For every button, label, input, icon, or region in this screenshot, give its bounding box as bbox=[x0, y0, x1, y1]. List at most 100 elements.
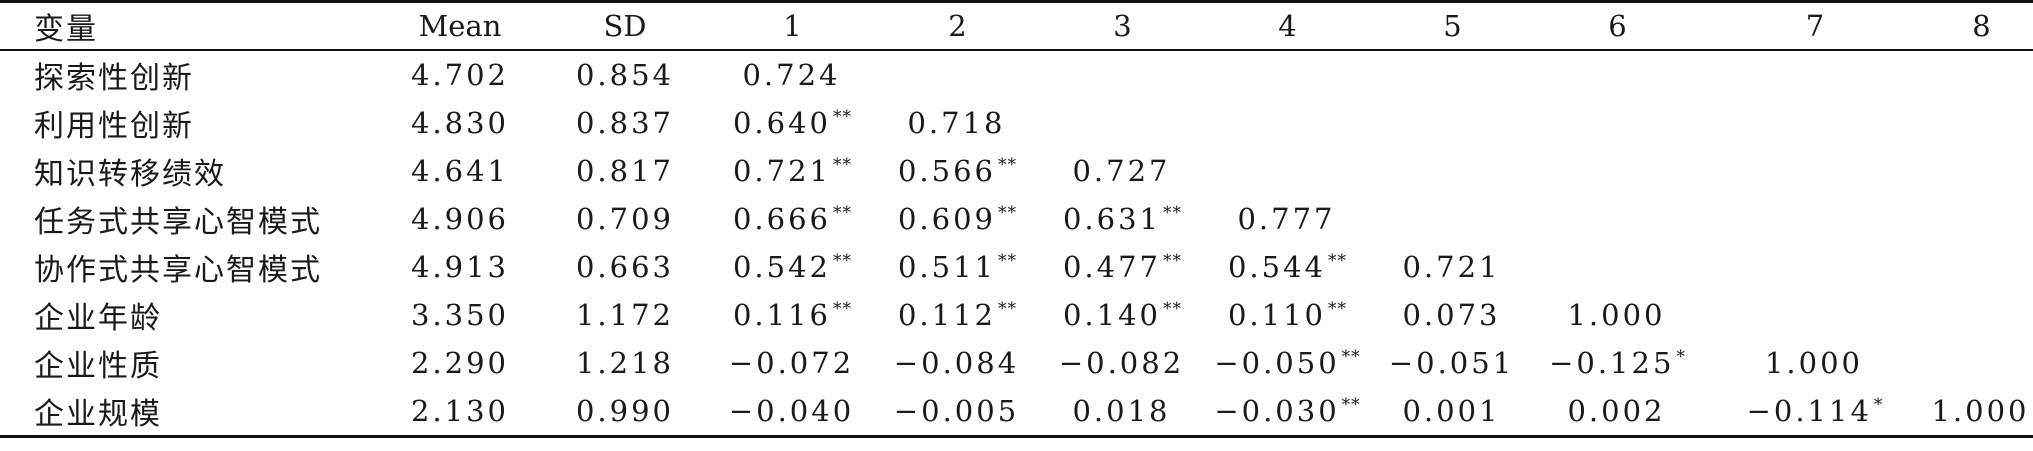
header-col-6: 6 bbox=[1608, 9, 1627, 43]
correlation-value-wrapper: −0.051 bbox=[1389, 346, 1516, 380]
correlation-value: 0.544 bbox=[1227, 250, 1327, 284]
correlation-value-wrapper bbox=[1452, 106, 1454, 140]
header-col-1: 1 bbox=[783, 9, 802, 43]
correlation-value-wrapper bbox=[1287, 106, 1289, 140]
significance-marker: ** bbox=[998, 251, 1018, 271]
correlation-value: 1.000 bbox=[1764, 346, 1864, 380]
correlation-value: 0.073 bbox=[1402, 298, 1501, 332]
table-row: 企业年龄 3.350 1.172 0.116 ** 0.112 ** 0.140 ** 0.110… bbox=[0, 291, 2033, 339]
table-row: 企业性质 2.290 1.218 −0.072 −0.084 −0.082 −0.050 **… bbox=[0, 339, 2033, 387]
correlation-cell bbox=[1205, 99, 1370, 147]
correlation-cell bbox=[1370, 147, 1535, 195]
correlation-cell: 0.110 ** bbox=[1205, 291, 1370, 339]
correlation-value: 0.727 bbox=[1072, 154, 1171, 188]
correlation-cell: −0.072 bbox=[710, 339, 875, 387]
correlation-value: 0.566 bbox=[897, 154, 997, 188]
variable-name-cell: 利用性创新 bbox=[34, 109, 194, 144]
correlation-cell bbox=[1700, 50, 1930, 99]
header-col-8: 8 bbox=[1972, 9, 1991, 43]
mean-cell: 2.130 bbox=[410, 394, 510, 428]
correlation-value: −0.030 bbox=[1214, 394, 1340, 428]
table-row: 探索性创新 4.702 0.854 0.724 bbox=[0, 50, 2033, 99]
header-mean: Mean bbox=[418, 9, 502, 43]
mean-cell: 3.350 bbox=[410, 298, 510, 332]
significance-marker: ** bbox=[998, 155, 1018, 175]
correlation-cell bbox=[1040, 50, 1205, 99]
significance-marker: * bbox=[1873, 395, 1884, 415]
correlation-value: 0.002 bbox=[1567, 394, 1666, 428]
correlation-value-wrapper: 0.727 bbox=[1072, 154, 1172, 188]
correlation-value: 0.724 bbox=[742, 58, 841, 92]
correlation-cell bbox=[1700, 99, 1930, 147]
correlation-cell bbox=[1930, 147, 2033, 195]
correlation-value: −0.050 bbox=[1214, 346, 1340, 380]
correlation-cell: 0.140 ** bbox=[1040, 291, 1205, 339]
sd-cell: 1.218 bbox=[575, 346, 675, 380]
correlation-value-wrapper: 0.116 ** bbox=[733, 298, 852, 332]
correlation-value-wrapper: −0.072 bbox=[729, 346, 856, 380]
header-col-7: 7 bbox=[1805, 9, 1825, 43]
correlation-cell: 0.718 bbox=[875, 99, 1040, 147]
correlation-cell: 0.721 bbox=[1370, 243, 1535, 291]
correlation-cell bbox=[1700, 291, 1930, 339]
correlation-value: 0.001 bbox=[1402, 394, 1501, 428]
table-row: 任务式共享心智模式 4.906 0.709 0.666 ** 0.609 ** 0.631 **… bbox=[0, 195, 2033, 243]
correlation-cell bbox=[1700, 147, 1930, 195]
correlation-value: 0.721 bbox=[732, 154, 832, 188]
correlation-value-wrapper bbox=[1814, 298, 1816, 332]
significance-marker: ** bbox=[833, 251, 853, 271]
correlation-table: 变量 Mean SD 1 2 3 4 5 6 7 8 探索性创新 4.702 0.854 0.724 利用性… bbox=[0, 1, 2033, 437]
correlation-cell: 0.112 ** bbox=[875, 291, 1040, 339]
correlation-cell bbox=[1370, 195, 1535, 243]
table-row: 利用性创新 4.830 0.837 0.640 ** 0.718 bbox=[0, 99, 2033, 147]
correlation-value-wrapper: 0.718 bbox=[907, 106, 1007, 140]
correlation-value-wrapper bbox=[1981, 106, 1983, 140]
significance-marker: ** bbox=[1163, 299, 1183, 319]
correlation-value-wrapper: 0.073 bbox=[1402, 298, 1502, 332]
significance-marker: ** bbox=[833, 107, 853, 127]
correlation-cell: 0.777 bbox=[1205, 195, 1370, 243]
correlation-value-wrapper bbox=[1617, 202, 1619, 236]
significance-marker: ** bbox=[1341, 395, 1361, 415]
correlation-value-wrapper: 1.000 bbox=[1765, 346, 1865, 380]
mean-cell: 2.290 bbox=[410, 346, 510, 380]
correlation-cell bbox=[1205, 147, 1370, 195]
header-col-4: 4 bbox=[1278, 9, 1297, 43]
correlation-cell bbox=[1535, 99, 1700, 147]
correlation-value-wrapper: 0.511 ** bbox=[898, 250, 1017, 284]
correlation-cell: 0.544 ** bbox=[1205, 243, 1370, 291]
correlation-value: 1.000 bbox=[1931, 394, 2030, 428]
correlation-value-wrapper: 0.542 ** bbox=[733, 250, 852, 284]
sd-cell: 0.854 bbox=[575, 58, 675, 92]
correlation-value: −0.114 bbox=[1746, 394, 1872, 428]
correlation-value: 0.721 bbox=[1402, 250, 1501, 284]
correlation-value-wrapper: −0.125 * bbox=[1549, 346, 1686, 380]
table-row: 企业规模 2.130 0.990 −0.040 −0.005 0.018 −0.030 ** 0… bbox=[0, 387, 2033, 437]
correlation-value-wrapper: 0.477 ** bbox=[1063, 250, 1182, 284]
correlation-value-wrapper bbox=[1617, 154, 1619, 188]
correlation-value-wrapper: 0.721 bbox=[1402, 250, 1502, 284]
correlation-value: −0.040 bbox=[728, 394, 855, 428]
variable-name-cell: 企业规模 bbox=[34, 397, 162, 432]
header-col-2: 2 bbox=[948, 9, 967, 43]
correlation-value-wrapper: 0.566 ** bbox=[898, 154, 1017, 188]
header-col-5: 5 bbox=[1443, 9, 1462, 43]
header-col-3: 3 bbox=[1113, 9, 1132, 43]
correlation-value-wrapper bbox=[1981, 202, 1983, 236]
correlation-value-wrapper bbox=[1452, 202, 1454, 236]
correlation-cell bbox=[1930, 243, 2033, 291]
sd-cell: 0.709 bbox=[575, 202, 675, 236]
correlation-value-wrapper bbox=[1452, 154, 1454, 188]
correlation-cell: −0.030 ** bbox=[1205, 387, 1370, 437]
correlation-value-wrapper: 0.002 bbox=[1567, 394, 1667, 428]
correlation-value-wrapper bbox=[1617, 106, 1619, 140]
correlation-value-wrapper: 0.001 bbox=[1402, 394, 1502, 428]
mean-cell: 4.906 bbox=[410, 202, 510, 236]
mean-cell: 4.702 bbox=[410, 58, 510, 92]
mean-cell: 4.641 bbox=[410, 154, 510, 188]
correlation-cell: 0.001 bbox=[1370, 387, 1535, 437]
mean-cell: 4.830 bbox=[410, 106, 510, 140]
correlation-cell: 0.666 ** bbox=[710, 195, 875, 243]
correlation-cell: −0.084 bbox=[875, 339, 1040, 387]
